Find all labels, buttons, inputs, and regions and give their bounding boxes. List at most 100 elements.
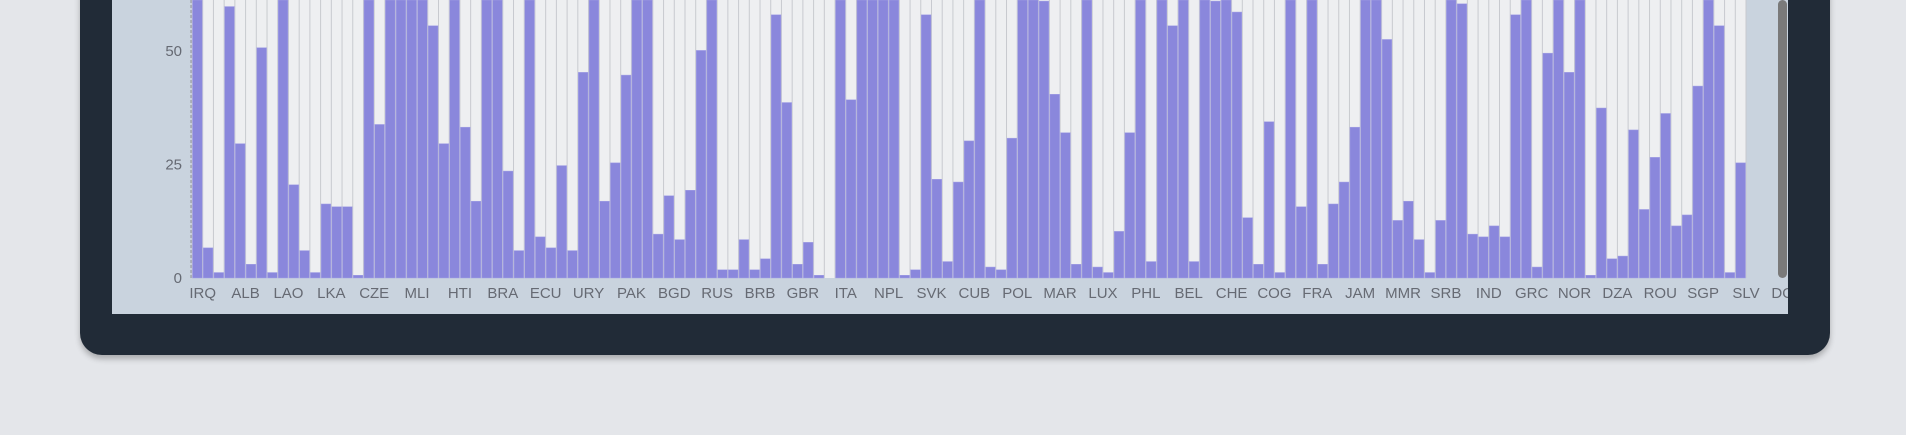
bar	[1681, 214, 1693, 279]
bar	[1124, 132, 1135, 279]
bar	[1006, 137, 1017, 279]
bar	[674, 239, 685, 279]
bar	[406, 0, 417, 279]
x-tick-label: GBR	[787, 285, 820, 302]
bar	[374, 124, 385, 279]
bar	[1542, 52, 1553, 279]
bar	[1392, 220, 1403, 279]
bar	[363, 0, 374, 279]
bar	[1649, 157, 1661, 279]
bar	[1210, 0, 1221, 279]
bar	[481, 0, 492, 279]
bar	[1178, 0, 1189, 279]
bar	[310, 272, 321, 279]
bar	[760, 258, 771, 279]
x-tick-label: PHL	[1131, 285, 1160, 302]
x-tick-label: IND	[1476, 285, 1502, 302]
x-tick-label: BRB	[745, 285, 776, 302]
x-tick-label: CHE	[1216, 285, 1248, 302]
x-tick-label: RUS	[701, 285, 733, 302]
bar	[1660, 113, 1671, 279]
bar	[599, 200, 610, 279]
bar	[1371, 0, 1382, 279]
bar	[1188, 261, 1200, 279]
bar	[1703, 0, 1714, 279]
bar	[567, 250, 578, 279]
bar	[1253, 264, 1264, 279]
bar	[224, 6, 235, 279]
bar	[256, 47, 267, 279]
y-tick-label: 50	[165, 43, 182, 60]
bar	[1499, 236, 1510, 279]
bar	[417, 0, 428, 279]
bar	[192, 0, 203, 279]
bar	[931, 179, 942, 279]
x-tick-label: SGP	[1687, 285, 1719, 302]
bar	[277, 0, 289, 279]
x-tick-label: ITA	[835, 285, 857, 302]
x-tick-label: LUX	[1088, 285, 1117, 302]
bar	[245, 264, 257, 279]
bar	[1489, 225, 1500, 279]
bar	[1349, 126, 1360, 279]
bar	[856, 0, 867, 279]
bar	[985, 266, 996, 279]
bar	[1564, 72, 1575, 279]
bar	[942, 261, 953, 279]
bar	[663, 195, 675, 279]
bar	[1113, 231, 1125, 279]
scrollbar-thumb[interactable]	[1778, 0, 1787, 278]
bar	[620, 74, 632, 279]
x-tick-label: PAK	[617, 285, 646, 302]
bar	[738, 239, 750, 279]
bar	[385, 0, 396, 279]
bar	[1424, 272, 1435, 279]
x-tick-label: ROU	[1644, 285, 1677, 302]
bar	[438, 143, 449, 279]
bar	[1306, 0, 1318, 279]
x-tick-label: BEL	[1175, 285, 1203, 302]
bar	[1317, 264, 1328, 279]
bar	[503, 170, 514, 279]
bar	[1521, 0, 1532, 279]
bar	[717, 269, 728, 279]
bar	[235, 143, 246, 279]
bar	[1617, 255, 1628, 279]
x-tick-label: SVK	[916, 285, 946, 302]
bar	[1360, 0, 1371, 279]
bar	[888, 0, 900, 279]
bar	[1296, 206, 1307, 279]
bar	[342, 206, 353, 279]
bar	[1038, 0, 1050, 279]
bar	[320, 203, 332, 279]
bar	[631, 0, 642, 279]
bar	[1606, 258, 1618, 279]
bar	[1103, 272, 1114, 279]
bar	[513, 250, 524, 279]
bar	[910, 269, 921, 279]
bar	[460, 126, 471, 279]
x-tick-label: IRQ	[189, 285, 216, 302]
x-tick-label: LAO	[273, 285, 303, 302]
bar	[974, 0, 985, 279]
x-tick-label: ECU	[530, 285, 562, 302]
x-tick-label: DOM	[1771, 285, 1788, 302]
x-tick-label: BRA	[487, 285, 518, 302]
x-tick-label: BGD	[658, 285, 691, 302]
bar	[1199, 0, 1210, 279]
bar	[1135, 0, 1146, 279]
bar	[653, 233, 664, 279]
grid-lines	[191, 0, 1747, 278]
bar	[1274, 272, 1285, 279]
bar	[1049, 94, 1060, 279]
bar	[1671, 225, 1682, 279]
bar	[1338, 181, 1350, 279]
bar	[449, 0, 460, 279]
bar	[1231, 11, 1243, 279]
x-tick-label: SLV	[1732, 285, 1759, 302]
bar	[395, 0, 407, 279]
bar	[846, 99, 857, 279]
bar	[556, 165, 567, 279]
bar	[1724, 272, 1736, 279]
bar	[996, 269, 1007, 279]
